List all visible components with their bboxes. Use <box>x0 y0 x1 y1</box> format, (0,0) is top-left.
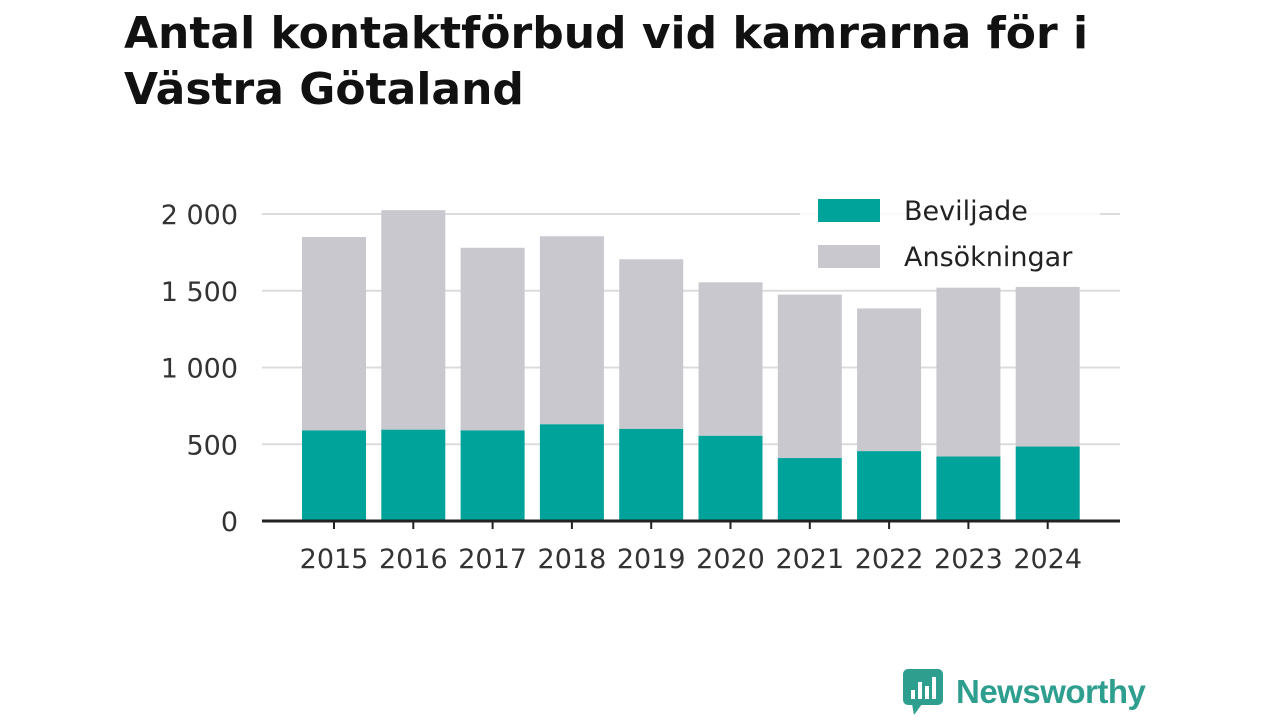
bar-beviljade <box>936 456 1001 521</box>
legend-swatch <box>818 199 880 222</box>
bar-chart-speech-bubble-icon <box>903 669 943 715</box>
bar-beviljade <box>777 458 842 521</box>
newsworthy-logo: Newsworthy <box>902 668 1146 716</box>
x-tick-label: 2023 <box>934 544 1003 575</box>
bar-beviljade <box>381 429 446 521</box>
y-tick-label: 500 <box>186 430 238 461</box>
x-tick-label: 2024 <box>1013 544 1082 575</box>
bar-ansokningar <box>381 210 446 430</box>
y-tick-label: 1 000 <box>161 354 238 385</box>
bar-ansokningar <box>1015 286 1080 447</box>
legend-swatch <box>818 245 880 268</box>
bar-beviljade <box>857 451 922 521</box>
y-tick-label: 1 500 <box>161 277 238 308</box>
bar-ansokningar <box>302 237 366 431</box>
x-tick-label: 2022 <box>855 544 924 575</box>
bar-ansokningar <box>936 287 1001 457</box>
x-tick-label: 2015 <box>300 544 369 575</box>
bar-beviljade <box>539 424 604 521</box>
bar-ansokningar <box>539 236 604 425</box>
bar-beviljade <box>698 435 763 521</box>
legend-label: Ansökningar <box>904 242 1073 273</box>
x-tick-label: 2020 <box>696 544 765 575</box>
bar-ansokningar <box>698 282 763 436</box>
bar-beviljade <box>619 428 684 521</box>
x-tick-label: 2017 <box>458 544 527 575</box>
bar-beviljade <box>302 430 366 521</box>
chart-title: Antal kontaktförbud vid kamrarna för i V… <box>124 8 1089 115</box>
bar-beviljade <box>460 430 525 521</box>
bar-ansokningar <box>857 308 922 452</box>
legend-label: Beviljade <box>904 196 1028 227</box>
bar-beviljade <box>1015 446 1080 521</box>
bar-ansokningar <box>619 259 684 429</box>
brand-name: Newsworthy <box>956 673 1146 710</box>
x-tick-label: 2019 <box>617 544 686 575</box>
bar-ansokningar <box>460 247 525 431</box>
y-tick-label: 0 <box>221 507 238 538</box>
y-tick-label: 2 000 <box>161 200 238 231</box>
x-tick-label: 2021 <box>775 544 844 575</box>
x-tick-label: 2018 <box>538 544 607 575</box>
x-tick-label: 2016 <box>379 544 448 575</box>
bar-ansokningar <box>777 294 842 459</box>
